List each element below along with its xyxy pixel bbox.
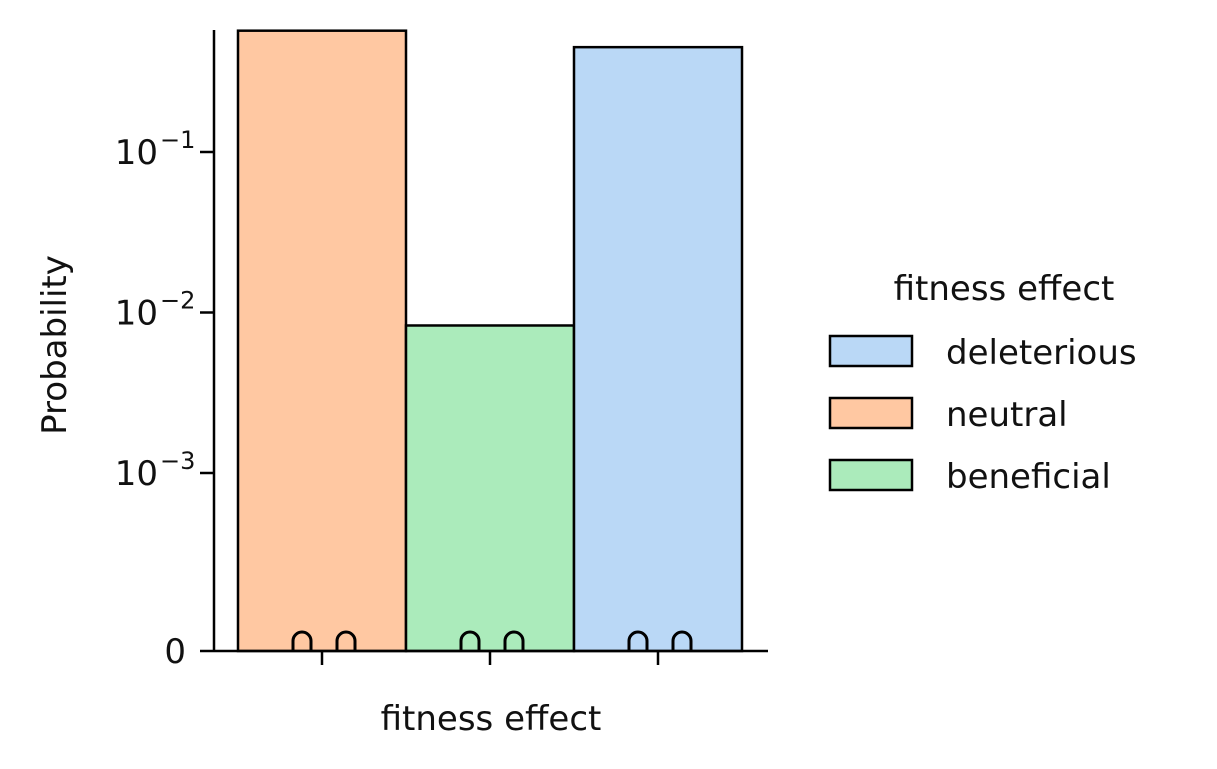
legend-swatch-beneficial — [828, 458, 914, 492]
bar-beneficial — [404, 324, 576, 653]
y-tick-exponent: −1 — [160, 126, 195, 154]
bar-beneficial-kde-mark-1 — [459, 630, 481, 651]
legend-title: fitness effect — [894, 269, 1115, 309]
legend-label-deleterious: deleterious — [946, 333, 1137, 373]
y-ticks: 010−310−210−1 — [115, 126, 214, 672]
bars — [236, 29, 744, 653]
bar-deleterious-kde-mark-1 — [627, 630, 649, 651]
legend-swatch-neutral — [828, 396, 914, 430]
bar-neutral-kde-mark-2 — [335, 630, 357, 651]
y-tick-label: 10 — [115, 294, 158, 334]
bar-beneficial-kde-mark-2 — [503, 630, 525, 651]
bar-deleterious-kde-mark-2 — [671, 630, 693, 651]
legend-label-neutral: neutral — [946, 395, 1068, 435]
y-tick-label: 10 — [115, 133, 158, 173]
x-axis-title: fitness effect — [381, 699, 602, 739]
legend-swatch-deleterious — [828, 334, 914, 368]
legend-label-beneficial: beneficial — [946, 457, 1111, 497]
y-axis-title: Probability — [35, 255, 75, 435]
legend: fitness effect deleterious neutral benefic… — [828, 269, 1137, 497]
y-tick-exponent: −2 — [160, 287, 195, 315]
bar-neutral-kde-mark-1 — [291, 630, 313, 651]
x-ticks — [320, 651, 660, 665]
bar-neutral — [236, 29, 408, 653]
y-tick-label: 10 — [115, 454, 158, 494]
y-tick-exponent: −3 — [160, 447, 195, 475]
y-tick-label: 0 — [164, 632, 186, 672]
bar-deleterious — [572, 45, 744, 653]
